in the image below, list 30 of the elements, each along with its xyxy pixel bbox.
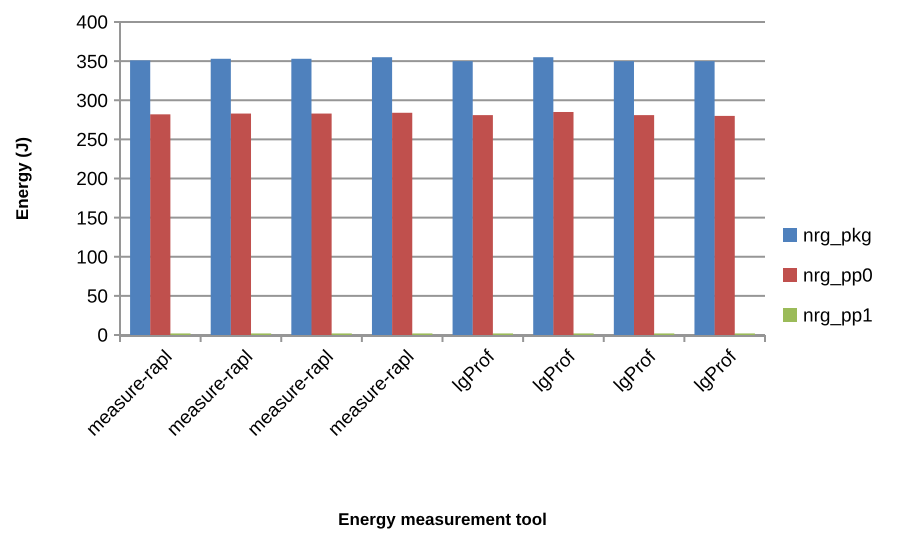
bar: [634, 115, 654, 335]
bar: [392, 112, 412, 335]
y-tick-label: 50: [86, 286, 108, 308]
legend-label: nrg_pp0: [803, 266, 873, 287]
x-axis-title: Energy measurement tool: [338, 510, 547, 529]
bar: [452, 61, 473, 335]
bar: [291, 58, 312, 335]
y-tick-label: 150: [76, 208, 108, 230]
bar: [533, 57, 554, 335]
legend-label: nrg_pp1: [803, 306, 873, 327]
bar: [472, 115, 493, 335]
y-tick-label: 100: [76, 247, 108, 268]
bar: [210, 58, 231, 335]
y-axis-title: Energy (J): [13, 136, 32, 220]
y-tick-label: 0: [97, 326, 108, 347]
bar: [130, 60, 150, 335]
bar: [694, 61, 715, 335]
y-tick-label: 350: [76, 52, 108, 73]
bar: [150, 114, 170, 335]
legend-label: nrg_pkg: [803, 226, 872, 247]
bar: [311, 114, 332, 335]
bar: [372, 57, 392, 335]
bar: [614, 61, 634, 335]
y-tick-label: 250: [76, 130, 108, 152]
y-tick-label: 200: [76, 169, 108, 190]
bar: [553, 112, 574, 335]
y-tick-label: 300: [76, 90, 108, 112]
bar: [714, 116, 735, 335]
y-tick-label: 400: [76, 12, 108, 34]
bar: [230, 114, 252, 335]
